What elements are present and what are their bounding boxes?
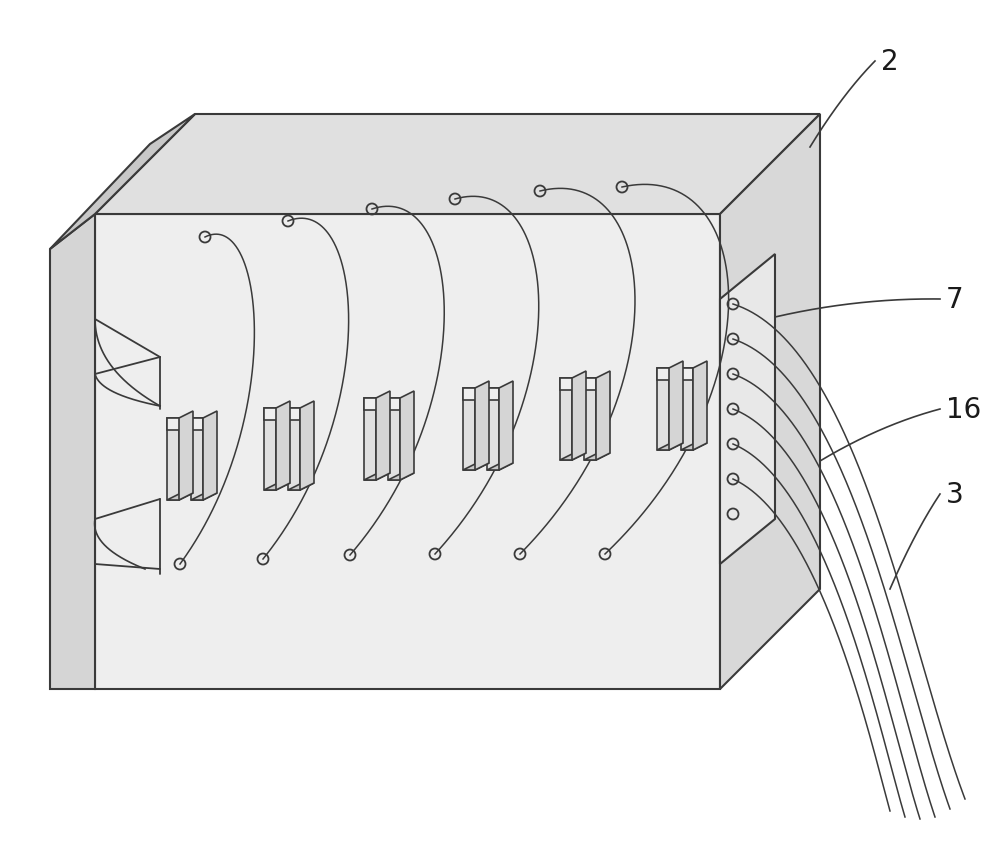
Polygon shape (487, 388, 499, 470)
Text: 2: 2 (881, 48, 899, 76)
Polygon shape (572, 371, 586, 461)
Polygon shape (50, 115, 195, 250)
Polygon shape (463, 463, 489, 470)
Polygon shape (264, 408, 276, 490)
Polygon shape (463, 388, 475, 470)
Polygon shape (560, 453, 586, 461)
Polygon shape (203, 412, 217, 500)
Polygon shape (167, 419, 203, 430)
Polygon shape (475, 381, 489, 470)
Polygon shape (681, 369, 693, 451)
Polygon shape (560, 379, 572, 461)
Polygon shape (264, 484, 290, 490)
Text: 3: 3 (946, 480, 964, 508)
Polygon shape (693, 361, 707, 451)
Polygon shape (364, 398, 376, 480)
Polygon shape (364, 473, 390, 480)
Polygon shape (657, 369, 669, 451)
Polygon shape (95, 115, 820, 214)
Polygon shape (376, 392, 390, 480)
Polygon shape (388, 398, 400, 480)
Polygon shape (167, 419, 179, 500)
Text: 7: 7 (946, 285, 964, 314)
Polygon shape (288, 408, 300, 490)
Polygon shape (657, 369, 693, 381)
Polygon shape (300, 402, 314, 490)
Polygon shape (179, 412, 193, 500)
Polygon shape (50, 214, 95, 690)
Polygon shape (560, 379, 596, 391)
Polygon shape (584, 379, 596, 461)
Polygon shape (669, 361, 683, 451)
Polygon shape (191, 419, 203, 500)
Polygon shape (288, 484, 314, 490)
Polygon shape (264, 408, 300, 420)
Polygon shape (657, 443, 683, 451)
Polygon shape (463, 388, 499, 401)
Polygon shape (400, 392, 414, 480)
Polygon shape (487, 463, 513, 470)
Polygon shape (499, 381, 513, 470)
Polygon shape (95, 214, 720, 690)
Text: 16: 16 (946, 396, 981, 424)
Polygon shape (167, 494, 193, 500)
Polygon shape (191, 494, 217, 500)
Polygon shape (596, 371, 610, 461)
Polygon shape (388, 473, 414, 480)
Polygon shape (276, 402, 290, 490)
Polygon shape (584, 453, 610, 461)
Polygon shape (720, 115, 820, 690)
Polygon shape (681, 443, 707, 451)
Polygon shape (364, 398, 400, 410)
Polygon shape (720, 255, 775, 565)
